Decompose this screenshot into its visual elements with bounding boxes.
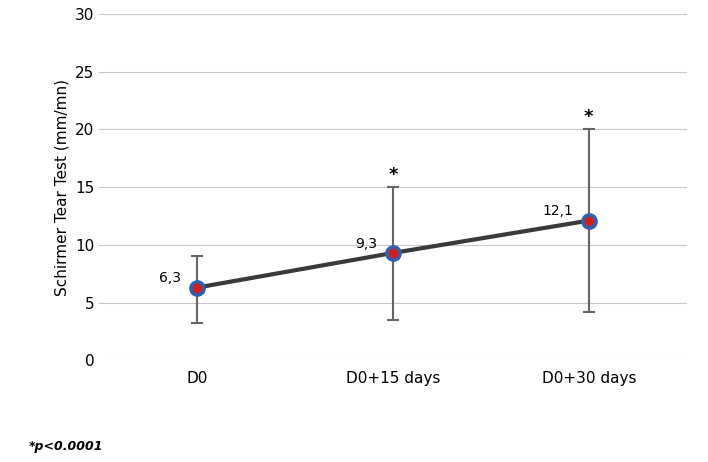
Text: *: * [584,108,593,126]
Text: 6,3: 6,3 [159,271,181,286]
Y-axis label: Schirmer Tear Test (mm/mn): Schirmer Tear Test (mm/mn) [55,79,69,296]
Text: 12,1: 12,1 [542,204,573,219]
Text: 9,3: 9,3 [355,237,377,250]
Text: *: * [388,166,398,183]
Text: *p<0.0001: *p<0.0001 [28,440,103,453]
